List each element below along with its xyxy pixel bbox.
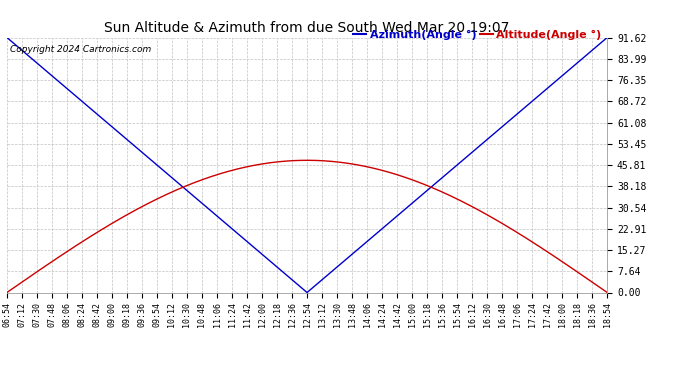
Legend: Azimuth(Angle °), Altitude(Angle °): Azimuth(Angle °), Altitude(Angle °) <box>353 30 602 40</box>
Title: Sun Altitude & Azimuth from due South Wed Mar 20 19:07: Sun Altitude & Azimuth from due South We… <box>104 21 510 35</box>
Text: Copyright 2024 Cartronics.com: Copyright 2024 Cartronics.com <box>10 45 151 54</box>
